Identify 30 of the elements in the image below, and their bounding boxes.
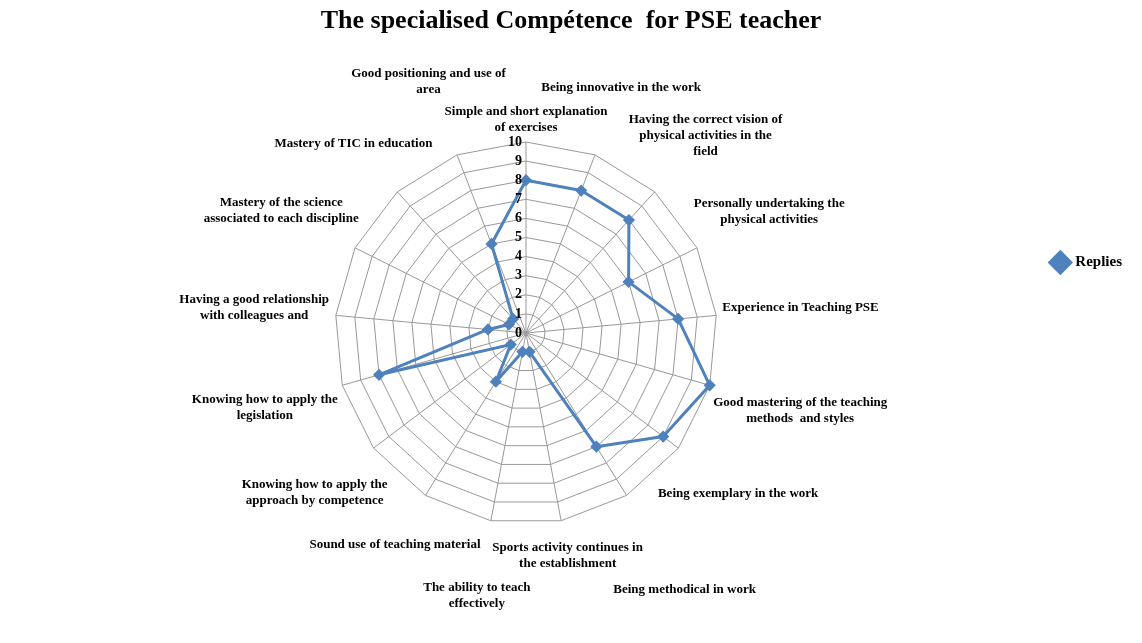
spoke-label: Knowing how to apply the legislation (191, 390, 338, 422)
spoke-label: Mastery of TIC in education (274, 135, 434, 151)
y-tick-label: 2 (515, 286, 522, 302)
spoke-label: Mastery of the science associated to each discipline (203, 194, 359, 226)
y-tick-label: 3 (515, 267, 522, 283)
y-tick-label: 8 (515, 171, 522, 187)
spoke-label: Being methodical in work (613, 580, 757, 596)
spoke-label: Sound use of teaching material (309, 535, 481, 551)
y-tick-label: 5 (515, 229, 522, 245)
y-tick-label: 7 (515, 190, 522, 206)
y-tick-label: 10 (508, 133, 522, 149)
spoke-label: Having a good relationship with colleagues and (179, 291, 330, 323)
spoke-label: Being exemplary in the work (657, 484, 820, 500)
chart-title: The specialised Compétence for PSE teacher (320, 5, 822, 35)
spoke-label: Good positioning and use of area (351, 64, 507, 96)
spoke-label: Knowing how to apply the approach by competence (241, 475, 388, 507)
spoke-label: The ability to teach effectively (423, 579, 532, 611)
spoke-label: Good mastering of the teaching methods and styles (713, 394, 888, 426)
spoke-label: Being innovative in the work (541, 78, 702, 94)
y-tick-label: 4 (515, 248, 522, 264)
legend-label: Replies (1075, 253, 1123, 270)
spoke-label: Simple and short explanation of exercises (444, 103, 609, 135)
y-tick-label: 9 (515, 152, 522, 168)
spoke-label: Experience in Teaching PSE (722, 298, 879, 314)
y-tick-label: 6 (515, 210, 522, 226)
spoke-label: Personally undertaking the physical activities (693, 195, 845, 227)
spoke-label: Sports activity continues in the establishment (492, 539, 644, 571)
y-tick-label: 1 (515, 305, 522, 321)
spoke-label: Having the correct vision of physical activities in the field (628, 111, 783, 159)
y-tick-label: 0 (515, 324, 522, 340)
